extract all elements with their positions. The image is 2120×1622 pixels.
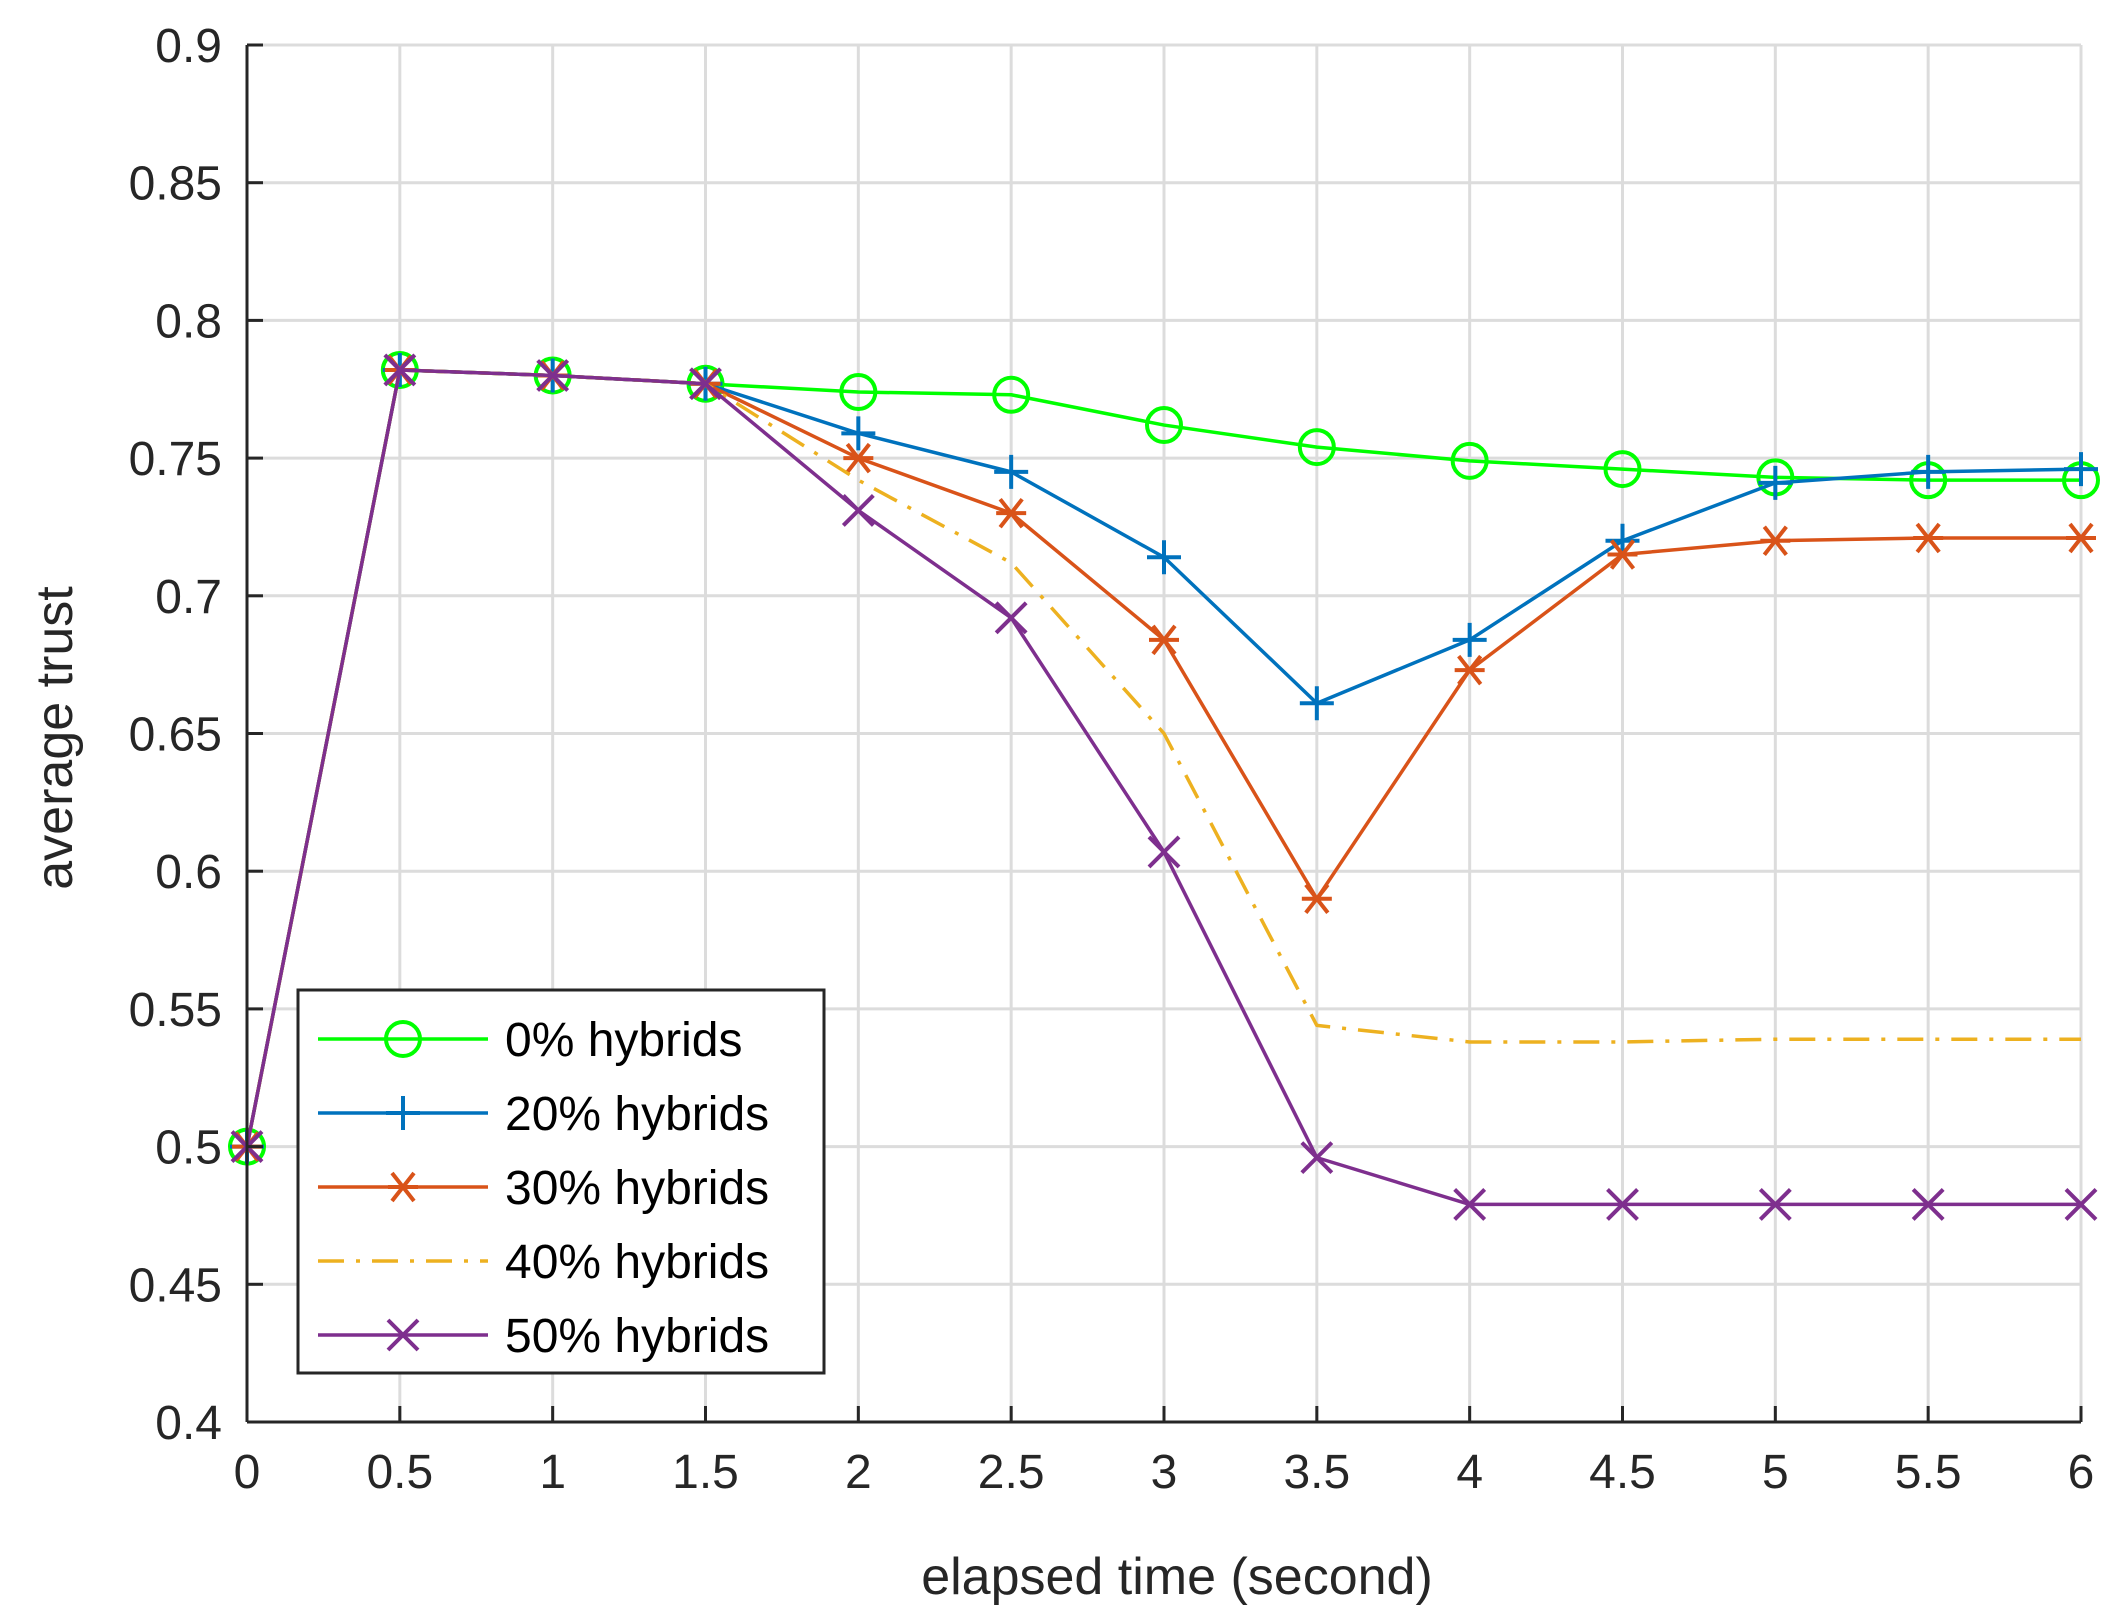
legend-entry: 0% hybrids — [318, 1014, 742, 1067]
legend-box — [296, 988, 826, 1375]
data-point — [994, 454, 1029, 489]
data-point — [1607, 539, 1638, 570]
y-axis-label: average trust — [26, 586, 84, 890]
data-point — [1606, 1188, 1639, 1221]
y-tick-label: 0.85 — [129, 158, 222, 211]
x-tick-label: 4 — [1456, 1446, 1483, 1499]
x-tick-label: 3 — [1151, 1446, 1178, 1499]
data-point — [1299, 686, 1334, 721]
data-point — [1603, 450, 1642, 489]
data-point — [1297, 428, 1336, 467]
legend-entries: 0% hybrids 20% hybrids 30% hybrids 40% hybr… — [318, 1014, 769, 1363]
data-point — [992, 375, 1031, 414]
legend-marker — [388, 1171, 418, 1203]
y-tick-label: 0.4 — [155, 1397, 222, 1450]
legend-entry: 20% hybrids — [318, 1088, 769, 1141]
series-3 — [245, 368, 2081, 1147]
data-point — [1913, 522, 1944, 554]
data-point — [2064, 452, 2098, 487]
data-point — [1450, 441, 1489, 480]
x-tick-label: 5.5 — [1895, 1446, 1962, 1499]
y-tick-label: 0.9 — [155, 20, 222, 73]
legend-marker — [384, 1020, 422, 1058]
legend-entry: 40% hybrids — [318, 1236, 769, 1289]
data-point — [1760, 525, 1791, 556]
x-tick-label: 4.5 — [1589, 1446, 1656, 1499]
legend-marker — [386, 1318, 420, 1352]
legend-label: 20% hybrids — [505, 1088, 769, 1141]
x-tick-label: 0 — [234, 1446, 261, 1499]
legend-marker — [386, 1096, 420, 1130]
data-point — [1911, 1188, 1945, 1221]
legend-label: 30% hybrids — [505, 1162, 769, 1215]
data-point — [2066, 522, 2096, 554]
data-point — [1300, 1141, 1334, 1175]
data-point — [1758, 465, 1793, 500]
data-point — [996, 497, 1027, 529]
series-layer — [228, 350, 2100, 1221]
data-point — [383, 353, 417, 387]
y-tick-label: 0.8 — [155, 295, 222, 348]
x-tick-label: 2.5 — [978, 1446, 1045, 1499]
series-4 — [230, 353, 2098, 1221]
data-point — [1149, 624, 1179, 656]
data-point — [994, 601, 1028, 635]
data-point — [1453, 1188, 1487, 1221]
y-tick-label: 0.65 — [129, 709, 222, 762]
x-tick-label: 1 — [539, 1446, 566, 1499]
legend-entry: 50% hybrids — [318, 1310, 769, 1363]
legend-label: 0% hybrids — [505, 1014, 742, 1067]
legend: 0% hybrids 20% hybrids 30% hybrids 40% hybr… — [296, 988, 826, 1375]
data-point — [843, 442, 874, 474]
y-tick-label: 0.55 — [129, 984, 222, 1037]
x-tick-label: 1.5 — [672, 1446, 739, 1499]
data-point — [1145, 406, 1183, 445]
y-tick-label: 0.5 — [155, 1122, 222, 1175]
y-tick-label: 0.45 — [129, 1259, 222, 1312]
x-tick-label: 3.5 — [1283, 1446, 1350, 1499]
y-tick-label: 0.6 — [155, 846, 222, 899]
y-tick-label: 0.75 — [129, 433, 222, 486]
data-point — [1147, 835, 1181, 869]
tick-labels: 0 0.5 1 1.5 2 2.5 3 3.5 4 4.5 5 5.5 6 0.4 0.45 0.5 0.55 0… — [129, 20, 2095, 1499]
data-point — [1452, 622, 1487, 657]
data-point — [839, 373, 878, 412]
series-line — [245, 368, 2081, 1147]
data-point — [1758, 1188, 1792, 1221]
legend-label: 40% hybrids — [505, 1236, 769, 1289]
legend-entry: 30% hybrids — [318, 1162, 769, 1215]
y-tick-label: 0.7 — [155, 571, 222, 624]
data-point — [1454, 654, 1485, 686]
x-tick-label: 6 — [2068, 1446, 2095, 1499]
data-point — [1911, 454, 1946, 489]
data-point — [2064, 1188, 2098, 1221]
data-point — [689, 367, 722, 401]
axes — [245, 43, 2083, 1424]
data-point — [1147, 540, 1181, 575]
data-point — [536, 359, 570, 392]
data-point — [1301, 883, 1332, 914]
x-tick-label: 0.5 — [366, 1446, 433, 1499]
data-point — [841, 416, 876, 451]
data-point — [841, 494, 875, 527]
x-tick-label: 5 — [1762, 1446, 1789, 1499]
x-axis-label: elapsed time (second) — [921, 1548, 1433, 1606]
x-tick-label: 2 — [845, 1446, 872, 1499]
legend-label: 50% hybrids — [505, 1310, 769, 1363]
